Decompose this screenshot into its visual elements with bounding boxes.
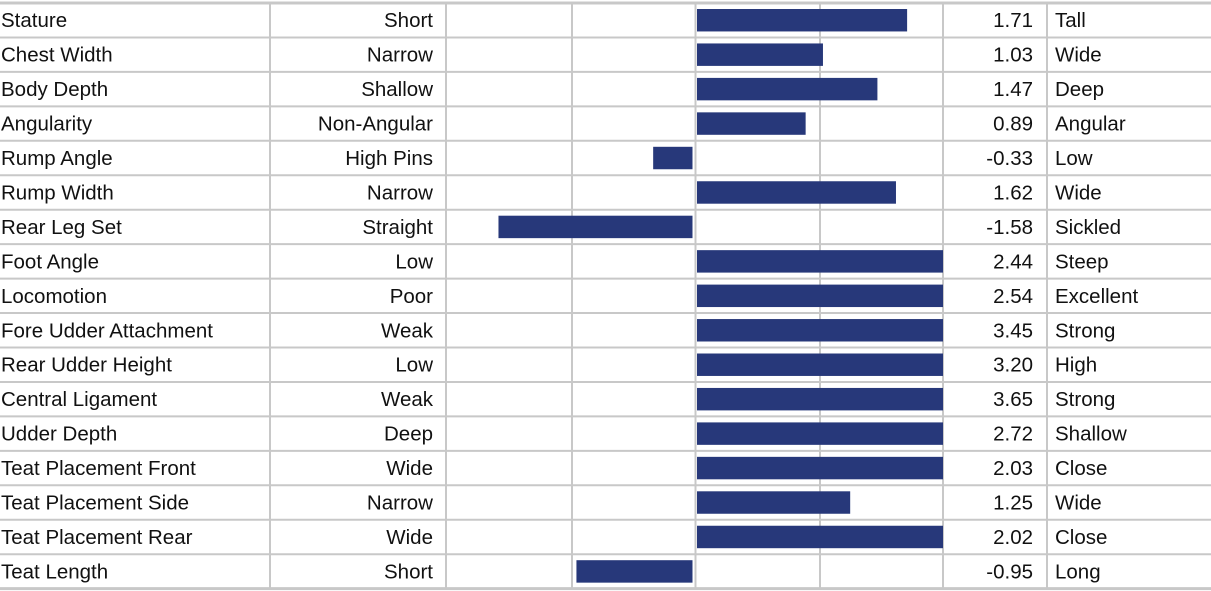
trait-bars xyxy=(498,9,943,583)
trait-bar xyxy=(697,353,943,376)
low-descriptor: High Pins xyxy=(345,147,433,170)
high-descriptor: Long xyxy=(1055,560,1101,583)
low-descriptor: Narrow xyxy=(367,44,433,67)
trait-bar xyxy=(697,43,823,66)
trait-name: Teat Placement Side xyxy=(1,492,189,515)
trait-bar xyxy=(697,525,943,549)
trait-value: -1.58 xyxy=(986,216,1033,239)
trait-bar xyxy=(498,215,693,239)
high-descriptor: Shallow xyxy=(1055,423,1127,446)
trait-name: Rump Angle xyxy=(1,147,113,170)
trait-value: 2.72 xyxy=(993,423,1033,446)
high-descriptor: High xyxy=(1055,354,1097,377)
trait-bar xyxy=(697,77,878,101)
high-descriptor: Deep xyxy=(1055,78,1104,101)
trait-value: -0.95 xyxy=(986,560,1033,583)
trait-name: Teat Placement Rear xyxy=(1,526,193,549)
high-descriptor: Tall xyxy=(1055,9,1086,32)
trait-bar xyxy=(697,181,896,204)
trait-value: 1.03 xyxy=(993,44,1033,67)
low-descriptor: Wide xyxy=(386,526,433,549)
low-descriptor: Shallow xyxy=(361,78,433,101)
high-descriptor: Low xyxy=(1055,147,1093,170)
trait-bar xyxy=(697,9,908,32)
trait-bar xyxy=(697,319,943,342)
high-descriptor: Wide xyxy=(1055,492,1102,515)
trait-name: Locomotion xyxy=(1,285,107,308)
trait-value: 2.02 xyxy=(993,526,1033,549)
trait-value: -0.33 xyxy=(986,147,1033,170)
trait-name: Body Depth xyxy=(1,78,108,101)
trait-bar xyxy=(697,456,943,480)
low-descriptor: Non-Angular xyxy=(318,113,433,136)
trait-bar xyxy=(697,491,851,514)
trait-bar xyxy=(697,250,943,273)
low-descriptor: Narrow xyxy=(367,181,433,204)
trait-value: 1.47 xyxy=(993,78,1033,101)
low-descriptor: Deep xyxy=(384,423,433,446)
high-descriptor: Strong xyxy=(1055,388,1115,411)
high-descriptor: Close xyxy=(1055,457,1107,480)
low-descriptor: Wide xyxy=(386,457,433,480)
trait-bar xyxy=(697,387,943,411)
trait-bar xyxy=(697,112,806,135)
high-descriptor: Angular xyxy=(1055,113,1126,136)
trait-bar xyxy=(697,422,943,445)
trait-name: Central Ligament xyxy=(1,388,157,411)
low-descriptor: Low xyxy=(395,250,433,273)
trait-name: Foot Angle xyxy=(1,250,99,273)
trait-value: 3.65 xyxy=(993,388,1033,411)
trait-value: 1.62 xyxy=(993,181,1033,204)
trait-value: 2.03 xyxy=(993,457,1033,480)
trait-value: 1.25 xyxy=(993,492,1033,515)
low-descriptor: Narrow xyxy=(367,492,433,515)
low-descriptor: Short xyxy=(384,9,433,32)
trait-bar xyxy=(653,146,693,170)
trait-labels: Stature Short 1.71 Tall Chest Width Narrow 1.0… xyxy=(1,9,1138,583)
low-descriptor: Straight xyxy=(362,216,433,239)
trait-value: 0.89 xyxy=(993,113,1033,136)
trait-value: 1.71 xyxy=(993,9,1033,32)
high-descriptor: Steep xyxy=(1055,250,1109,273)
trait-name: Chest Width xyxy=(1,44,113,67)
trait-bar xyxy=(576,560,693,583)
trait-name: Stature xyxy=(1,9,67,32)
high-descriptor: Close xyxy=(1055,526,1107,549)
low-descriptor: Short xyxy=(384,560,433,583)
trait-name: Rear Udder Height xyxy=(1,354,172,377)
high-descriptor: Excellent xyxy=(1055,285,1138,308)
trait-name: Teat Length xyxy=(1,560,108,583)
trait-bar xyxy=(697,284,943,308)
trait-value: 3.45 xyxy=(993,319,1033,342)
high-descriptor: Wide xyxy=(1055,181,1102,204)
trait-name: Rear Leg Set xyxy=(1,216,122,239)
high-descriptor: Wide xyxy=(1055,44,1102,67)
low-descriptor: Low xyxy=(395,354,433,377)
trait-value: 2.54 xyxy=(993,285,1033,308)
high-descriptor: Strong xyxy=(1055,319,1115,342)
low-descriptor: Weak xyxy=(381,319,434,342)
trait-value: 2.44 xyxy=(993,250,1033,273)
trait-name: Udder Depth xyxy=(1,423,117,446)
trait-name: Teat Placement Front xyxy=(1,457,196,480)
high-descriptor: Sickled xyxy=(1055,216,1121,239)
low-descriptor: Weak xyxy=(381,388,434,411)
trait-name: Fore Udder Attachment xyxy=(1,319,213,342)
low-descriptor: Poor xyxy=(390,285,433,308)
trait-name: Angularity xyxy=(1,113,93,136)
trait-name: Rump Width xyxy=(1,181,114,204)
trait-value: 3.20 xyxy=(993,354,1033,377)
